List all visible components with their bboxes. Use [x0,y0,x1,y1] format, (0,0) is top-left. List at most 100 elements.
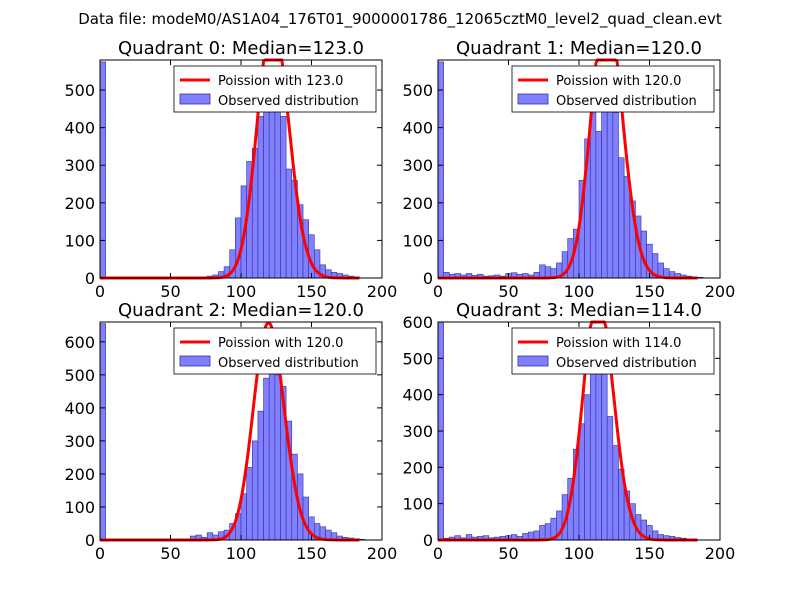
histogram-bar [612,445,619,541]
x-tick-label: 0 [95,282,105,301]
histogram-bar [601,367,608,541]
histogram-bar [280,116,287,279]
x-tick-label: 0 [433,544,443,563]
x-tick-label: 50 [498,282,518,301]
x-tick-label: 50 [160,544,180,563]
histogram-bar [251,440,259,541]
legend-bar-label: Observed distribution [218,356,359,371]
y-tick-label: 200 [402,458,433,477]
histogram-bar [595,131,602,279]
histogram-bar [589,358,597,541]
quadrant-panel-1: 0 50 100 150 200 0 100 200 300 400 500 Quadrant 1: … [402,38,735,301]
quadrant-panel-3: 0 50 100 150 200 0 100 200 300 400 500 600 Quadrant … [402,300,735,563]
histogram-bar [99,323,106,541]
histogram-bar [257,410,264,541]
legend: Poission with 120.0 Observed distribution [173,327,377,375]
y-tick-label: 600 [402,313,433,332]
histogram-bar [544,523,552,541]
x-tick-label: 200 [367,282,398,301]
panel-title: Quadrant 2: Median=120.0 [118,300,364,321]
y-tick-label: 100 [402,495,433,514]
histogram-bar [263,377,270,541]
y-tick-label: 500 [402,349,433,368]
histogram-bar [623,176,631,279]
y-tick-label: 500 [64,81,95,100]
x-tick-label: 150 [296,282,327,301]
legend-bar-label: Observed distribution [556,94,697,109]
panel-title: Quadrant 3: Median=114.0 [456,300,702,321]
histogram-bar [274,374,281,541]
y-tick-label: 0 [423,531,433,550]
histogram-bar [618,157,625,279]
histogram-bar [539,264,546,279]
x-tick-label: 100 [226,544,257,563]
y-tick-label: 0 [85,531,95,550]
histogram-bar [584,394,591,541]
histogram-bar [544,266,552,279]
histogram-bars [99,323,366,541]
y-tick-label: 300 [64,156,95,175]
y-tick-label: 0 [85,269,95,288]
histogram-bar [268,354,276,541]
legend-bar-swatch [179,93,211,105]
legend-bar-label: Observed distribution [556,356,697,371]
panel-title: Quadrant 1: Median=120.0 [456,38,702,59]
x-tick-label: 150 [296,544,327,563]
y-tick-label: 400 [64,119,95,138]
x-tick-label: 100 [564,544,595,563]
y-tick-label: 200 [402,194,433,213]
x-tick-label: 50 [498,544,518,563]
legend-line-label: Poission with 120.0 [218,336,343,351]
x-tick-label: 200 [705,282,736,301]
y-tick-label: 500 [64,366,95,385]
y-tick-label: 600 [64,333,95,352]
histogram-bar [539,525,546,541]
y-tick-label: 100 [402,231,433,250]
x-tick-label: 50 [160,282,180,301]
y-tick-label: 300 [64,432,95,451]
y-tick-label: 200 [64,194,95,213]
y-tick-label: 400 [402,386,433,405]
x-tick-label: 200 [705,544,736,563]
legend-bar-label: Observed distribution [218,94,359,109]
histogram-bar [285,168,293,279]
y-tick-label: 300 [402,156,433,175]
legend-line-label: Poission with 114.0 [556,336,681,351]
histogram-bar [257,116,264,279]
histogram-bar [246,467,253,541]
x-tick-label: 0 [95,544,105,563]
y-tick-label: 200 [64,465,95,484]
histogram-bar [437,61,444,279]
histogram-bar [606,416,614,541]
legend: Poission with 120.0 Observed distribution [511,65,715,113]
y-tick-label: 100 [64,498,95,517]
legend-bar-swatch [517,355,549,367]
histogram-bars [437,321,698,541]
legend-bar-swatch [517,93,549,105]
y-tick-label: 400 [402,119,433,138]
y-tick-label: 400 [64,399,95,418]
quadrant-panel-2: 0 50 100 150 200 0 100 200 300 400 500 600 Quadrant … [64,300,397,563]
legend-line-label: Poission with 123.0 [218,74,343,89]
histogram-bar [612,112,619,279]
histogram-bar [99,61,106,279]
quadrant-panel-0: 0 50 100 150 200 0 100 200 300 400 500 Quadrant 0: … [64,38,397,301]
y-tick-label: 300 [402,422,433,441]
legend-bar-swatch [179,355,211,367]
x-tick-label: 150 [634,282,665,301]
y-tick-label: 100 [64,231,95,250]
x-tick-label: 100 [226,282,257,301]
x-tick-label: 100 [564,282,595,301]
legend: Poission with 114.0 Observed distribution [511,327,715,375]
histogram-bar [274,99,281,279]
y-tick-label: 500 [402,81,433,100]
x-tick-label: 200 [367,544,398,563]
y-tick-label: 0 [423,269,433,288]
x-tick-label: 0 [433,282,443,301]
histogram-bar [578,423,585,541]
x-tick-label: 150 [634,544,665,563]
panel-title: Quadrant 0: Median=123.0 [118,38,364,59]
legend-line-label: Poission with 120.0 [556,74,681,89]
